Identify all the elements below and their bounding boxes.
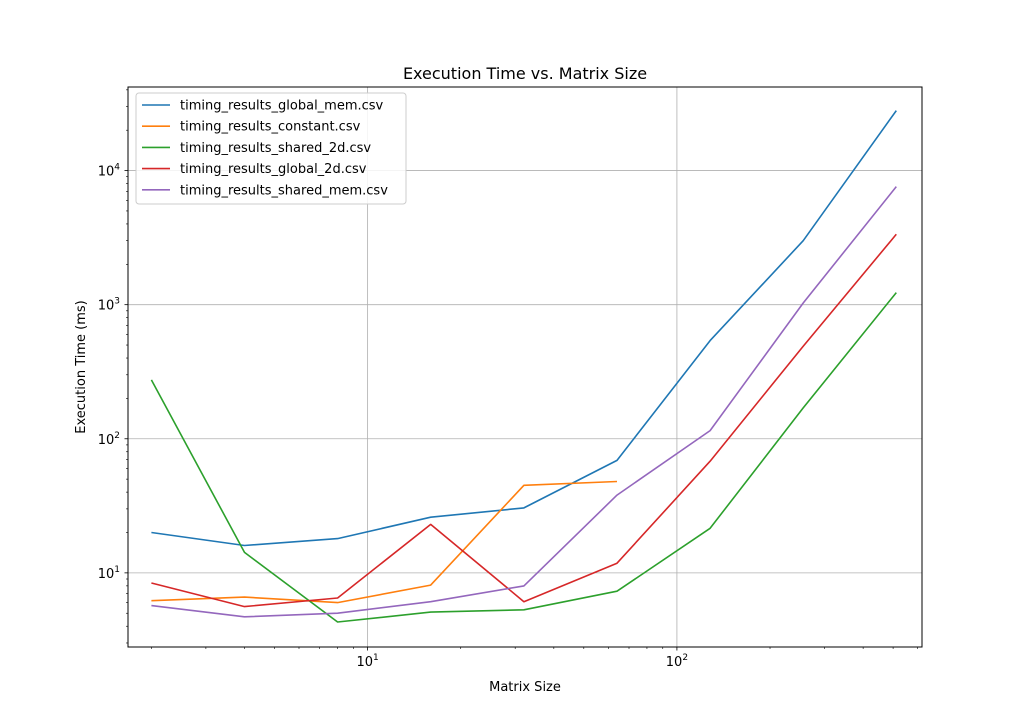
x-axis-label: Matrix Size: [489, 680, 561, 695]
series-lines: [150, 110, 897, 623]
legend: timing_results_global_mem.csv timing_resu…: [135, 92, 407, 205]
legend-label-1: timing_results_global_mem.csv: [180, 99, 384, 114]
y-axis-label: Execution Time (ms): [74, 300, 89, 433]
chart-title: Execution Time vs. Matrix Size: [403, 64, 647, 83]
y-tick-label: 102: [98, 431, 120, 448]
series-line-5: [151, 186, 897, 618]
plot-frame: [127, 86, 923, 648]
series-line-2: [151, 480, 618, 604]
legend-label-4: timing_results_global_2d.csv: [180, 162, 367, 177]
legend-label-2: timing_results_constant.csv: [180, 120, 361, 135]
x-tick-label: 101: [356, 653, 378, 670]
series-line-1: [151, 110, 897, 547]
y-tick-label: 104: [98, 163, 121, 180]
legend-label-3: timing_results_shared_2d.csv: [180, 141, 371, 156]
legend-box: [135, 92, 407, 205]
axis-ticks: 101 102 101 102 103 104: [98, 89, 918, 670]
series-line-4: [151, 233, 897, 608]
series-line-3: [150, 292, 897, 623]
y-tick-label: 101: [98, 565, 120, 582]
legend-label-5: timing_results_shared_mem.csv: [180, 183, 388, 198]
x-tick-label: 102: [666, 653, 688, 670]
y-tick-label: 103: [98, 297, 120, 314]
